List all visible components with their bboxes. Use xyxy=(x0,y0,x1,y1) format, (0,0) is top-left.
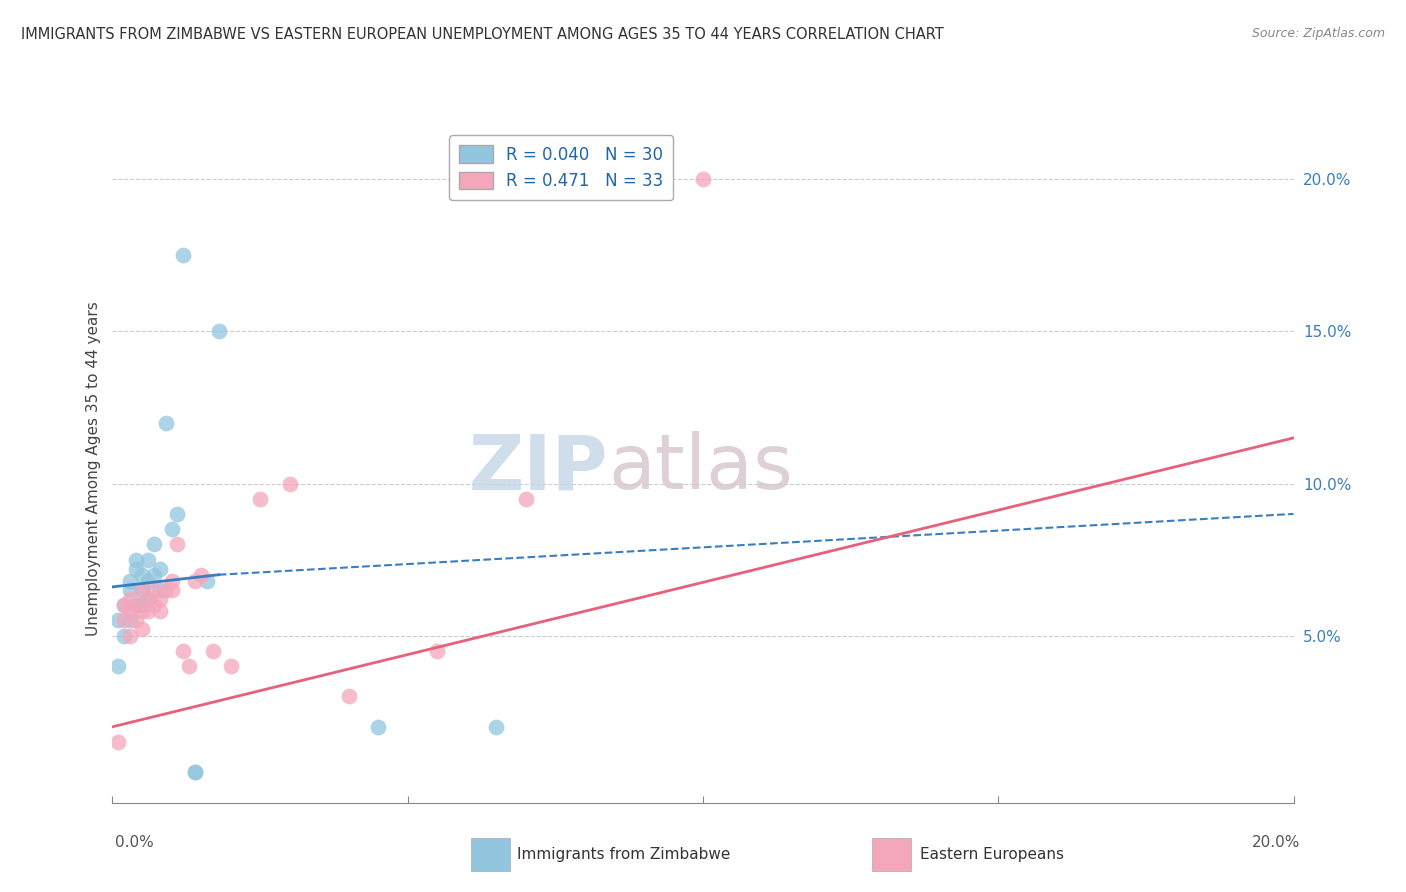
Point xyxy=(120,613,142,627)
Point xyxy=(337,690,360,704)
Point xyxy=(112,613,135,627)
Point xyxy=(125,552,148,566)
Point xyxy=(136,552,159,566)
Point xyxy=(149,592,172,607)
Point xyxy=(107,613,129,627)
Point xyxy=(125,562,148,576)
Text: ZIP: ZIP xyxy=(470,432,609,505)
Point xyxy=(278,476,301,491)
Text: Eastern Europeans: Eastern Europeans xyxy=(920,847,1063,862)
Point xyxy=(179,659,201,673)
Point xyxy=(131,582,153,597)
Point xyxy=(131,598,153,612)
Point xyxy=(120,592,142,607)
Point xyxy=(125,613,148,627)
Text: atlas: atlas xyxy=(609,432,793,505)
Point xyxy=(166,537,188,551)
Text: IMMIGRANTS FROM ZIMBABWE VS EASTERN EUROPEAN UNEMPLOYMENT AMONG AGES 35 TO 44 YE: IMMIGRANTS FROM ZIMBABWE VS EASTERN EURO… xyxy=(21,27,943,42)
Point xyxy=(190,567,212,582)
Point xyxy=(184,765,207,780)
Point xyxy=(107,659,129,673)
Point xyxy=(131,623,153,637)
Point xyxy=(155,416,177,430)
Point xyxy=(160,574,183,588)
Point xyxy=(112,598,135,612)
Point xyxy=(149,582,172,597)
Point xyxy=(107,735,129,749)
Point xyxy=(125,598,148,612)
Point xyxy=(142,537,165,551)
Legend: R = 0.040   N = 30, R = 0.471   N = 33: R = 0.040 N = 30, R = 0.471 N = 33 xyxy=(450,136,673,200)
Point xyxy=(249,491,271,506)
Point xyxy=(166,507,188,521)
Point xyxy=(136,592,159,607)
Point xyxy=(160,582,183,597)
Point xyxy=(120,582,142,597)
Point xyxy=(172,644,194,658)
Point xyxy=(131,567,153,582)
Point xyxy=(120,574,142,588)
Point xyxy=(219,659,242,673)
Point xyxy=(136,604,159,618)
Point xyxy=(155,582,177,597)
Point xyxy=(136,574,159,588)
Point xyxy=(142,582,165,597)
Point xyxy=(184,574,207,588)
Point xyxy=(515,491,537,506)
Point xyxy=(142,598,165,612)
Text: Immigrants from Zimbabwe: Immigrants from Zimbabwe xyxy=(517,847,731,862)
Point xyxy=(131,604,153,618)
Point xyxy=(125,598,148,612)
Point xyxy=(131,582,153,597)
Point xyxy=(485,720,508,734)
Point xyxy=(184,765,207,780)
Point xyxy=(160,522,183,536)
Point xyxy=(692,172,714,186)
Point xyxy=(149,562,172,576)
Text: 0.0%: 0.0% xyxy=(115,836,155,850)
Y-axis label: Unemployment Among Ages 35 to 44 years: Unemployment Among Ages 35 to 44 years xyxy=(86,301,101,636)
Point xyxy=(201,644,224,658)
Point xyxy=(149,604,172,618)
Point xyxy=(142,567,165,582)
Point xyxy=(367,720,389,734)
Point xyxy=(426,644,449,658)
Point xyxy=(112,598,135,612)
Point xyxy=(120,604,142,618)
Point xyxy=(120,628,142,642)
Point xyxy=(208,325,231,339)
Text: 20.0%: 20.0% xyxy=(1253,836,1301,850)
Point xyxy=(195,574,218,588)
Point xyxy=(112,628,135,642)
Point xyxy=(172,248,194,262)
Text: Source: ZipAtlas.com: Source: ZipAtlas.com xyxy=(1251,27,1385,40)
Point xyxy=(136,592,159,607)
